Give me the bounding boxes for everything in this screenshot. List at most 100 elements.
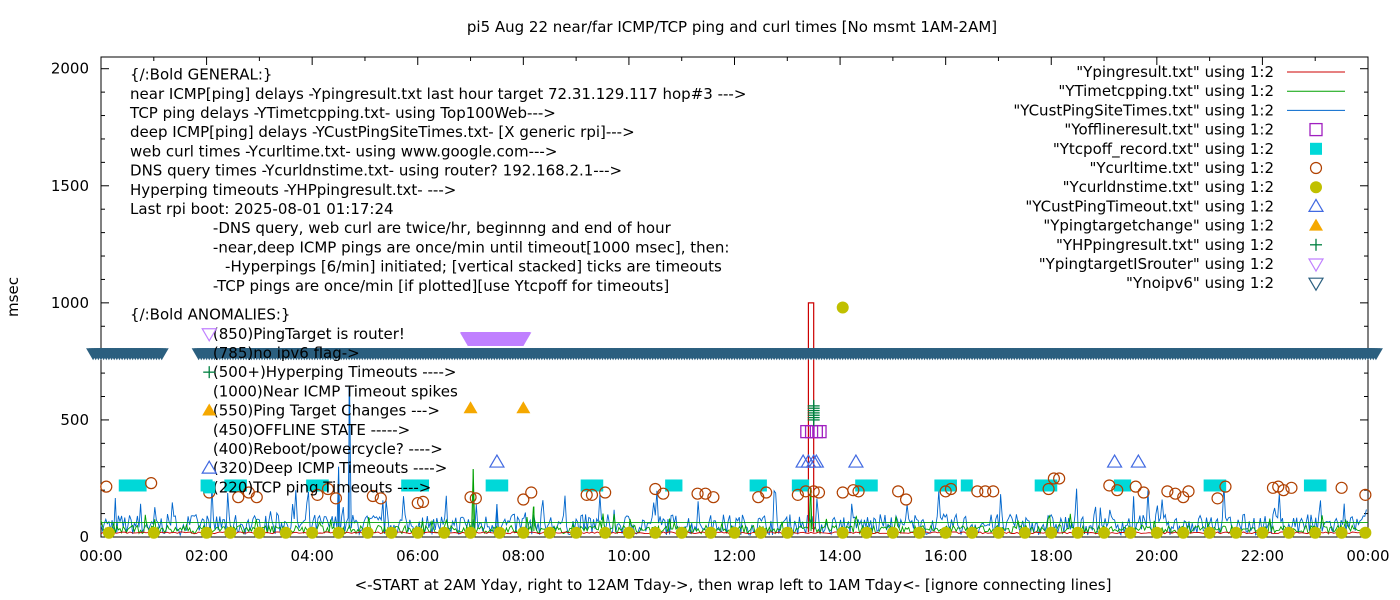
anomaly-key-marker xyxy=(201,328,218,342)
x-tick-label: 04:00 xyxy=(291,547,334,565)
curl-point xyxy=(760,486,773,499)
curl-point xyxy=(1335,481,1348,494)
anomaly-key-marker xyxy=(203,366,216,379)
legend-label: "YCustPingSiteTimes.txt" using 1:2 xyxy=(1013,101,1274,119)
curl-point xyxy=(1129,480,1142,493)
curl-point xyxy=(892,485,905,498)
x-tick-label: 20:00 xyxy=(1135,547,1178,565)
dns-point xyxy=(939,526,952,539)
curl-point xyxy=(799,485,812,498)
legend: "Ypingresult.txt" using 1:2"YTimetcpping… xyxy=(1013,63,1345,292)
legend-marker xyxy=(1310,142,1322,155)
curl-point xyxy=(100,480,113,493)
curl-point xyxy=(1137,486,1150,499)
legend-label: "YpingtargetISrouter" using 1:2 xyxy=(1039,255,1274,273)
legend-label: "Ypingtargetchange" using 1:2 xyxy=(1043,217,1274,235)
dns-point xyxy=(517,526,530,539)
curl-point xyxy=(979,485,992,498)
dns-point xyxy=(1335,526,1348,539)
curl-point xyxy=(311,488,324,501)
dns-point xyxy=(675,526,688,539)
curl-point xyxy=(1182,485,1195,498)
annotation-line: {/:Bold GENERAL:} xyxy=(130,66,272,84)
curl-point xyxy=(971,485,984,498)
hyperping-point xyxy=(807,399,820,412)
tcpoff-point xyxy=(865,479,878,492)
noipv6-point xyxy=(154,348,169,361)
curl-point xyxy=(464,491,477,504)
curl-point xyxy=(691,487,704,500)
curl-point xyxy=(852,485,865,498)
curl-point xyxy=(847,484,860,497)
curl-point xyxy=(791,488,804,501)
curl-point xyxy=(374,492,387,505)
curl-point xyxy=(321,482,335,496)
legend-marker xyxy=(1309,218,1323,231)
legend-marker xyxy=(1307,198,1325,212)
annotation-line: -Hyperpings [6/min] initiated; [vertical… xyxy=(225,258,722,276)
annotation-line: Hyperping timeouts -YHPpingresult.txt- -… xyxy=(130,181,456,199)
curl-point xyxy=(1047,472,1060,485)
curl-point xyxy=(699,487,712,500)
curl-point xyxy=(580,488,593,501)
y-axis-label: msec xyxy=(4,277,22,317)
dns-point xyxy=(1359,526,1372,539)
curl-point xyxy=(585,488,599,501)
curl-point xyxy=(987,485,1000,498)
dns-point xyxy=(147,526,160,539)
curl-point xyxy=(707,491,720,504)
tcpoff-point xyxy=(496,479,509,492)
anomaly-key-marker xyxy=(201,459,218,474)
x-tick-label: 16:00 xyxy=(924,547,967,565)
custping-timeout-point xyxy=(847,453,864,468)
dns-point xyxy=(1045,526,1058,539)
legend-label: "Ypingresult.txt" using 1:2 xyxy=(1076,63,1274,81)
curl-point xyxy=(599,486,612,499)
annotation-line: TCP ping delays -YTimetcpping.txt- using… xyxy=(129,104,556,122)
annotation-line: -near,deep ICMP pings are once/min until… xyxy=(213,238,730,256)
dns-point xyxy=(1203,526,1216,539)
x-tick-label: 00:00 xyxy=(1346,547,1389,565)
x-tick-label: 08:00 xyxy=(502,547,545,565)
curl-point xyxy=(411,496,424,510)
legend-marker xyxy=(1310,181,1322,194)
dns-point xyxy=(704,526,717,539)
x-tick-label: 10:00 xyxy=(607,547,650,565)
offline-point xyxy=(800,424,814,439)
curl-point xyxy=(1169,487,1182,500)
annotation-line: (500+)Hyperping Timeouts ----> xyxy=(213,363,457,381)
y-tick-label: 500 xyxy=(60,411,89,429)
curl-point xyxy=(1285,481,1298,494)
offline-point xyxy=(813,424,827,439)
dns-point xyxy=(913,526,926,539)
custping-timeout-point xyxy=(488,453,505,468)
annotation-line: web curl times -Ycurltime.txt- using www… xyxy=(130,142,557,160)
legend-marker xyxy=(1310,238,1322,251)
curl-point xyxy=(366,489,379,503)
dns-point xyxy=(438,526,451,539)
custping-timeout-point xyxy=(1106,453,1123,468)
curl-point xyxy=(1219,480,1232,493)
legend-label: "Yofflineresult.txt" using 1:2 xyxy=(1064,121,1274,139)
legend-label: "Ycurldnstime.txt" using 1:2 xyxy=(1063,178,1274,196)
annotation-line: (320)Deep ICMP Timeouts ----> xyxy=(213,459,447,477)
tcpoff-point xyxy=(316,479,329,492)
legend-label: "YTimetcpping.txt" using 1:2 xyxy=(1058,82,1274,100)
annotation-line: (400)Reboot/powercycle? ----> xyxy=(213,440,443,458)
curl-point xyxy=(469,492,482,505)
curl-point xyxy=(329,492,343,505)
dns-point xyxy=(1177,526,1190,539)
curl-point xyxy=(416,495,430,508)
curl-point xyxy=(752,491,765,504)
legend-label: "YCustPingTimeout.txt" using 1:2 xyxy=(1025,197,1274,215)
annotation-line: (1000)Near ICMP Timeout spikes xyxy=(213,382,458,400)
annotations: {/:Bold GENERAL:}near ICMP[ping] delays … xyxy=(129,66,746,497)
curl-point xyxy=(1161,485,1174,498)
dns-point xyxy=(224,526,237,539)
curl-point xyxy=(899,493,913,506)
dns-point xyxy=(464,526,477,539)
annotation-line: {/:Bold ANOMALIES:} xyxy=(130,306,290,324)
dns-point xyxy=(622,526,635,539)
y-tick-label: 2000 xyxy=(51,60,89,78)
annotation-line: (220)TCP ping Timeouts ----> xyxy=(213,478,431,496)
